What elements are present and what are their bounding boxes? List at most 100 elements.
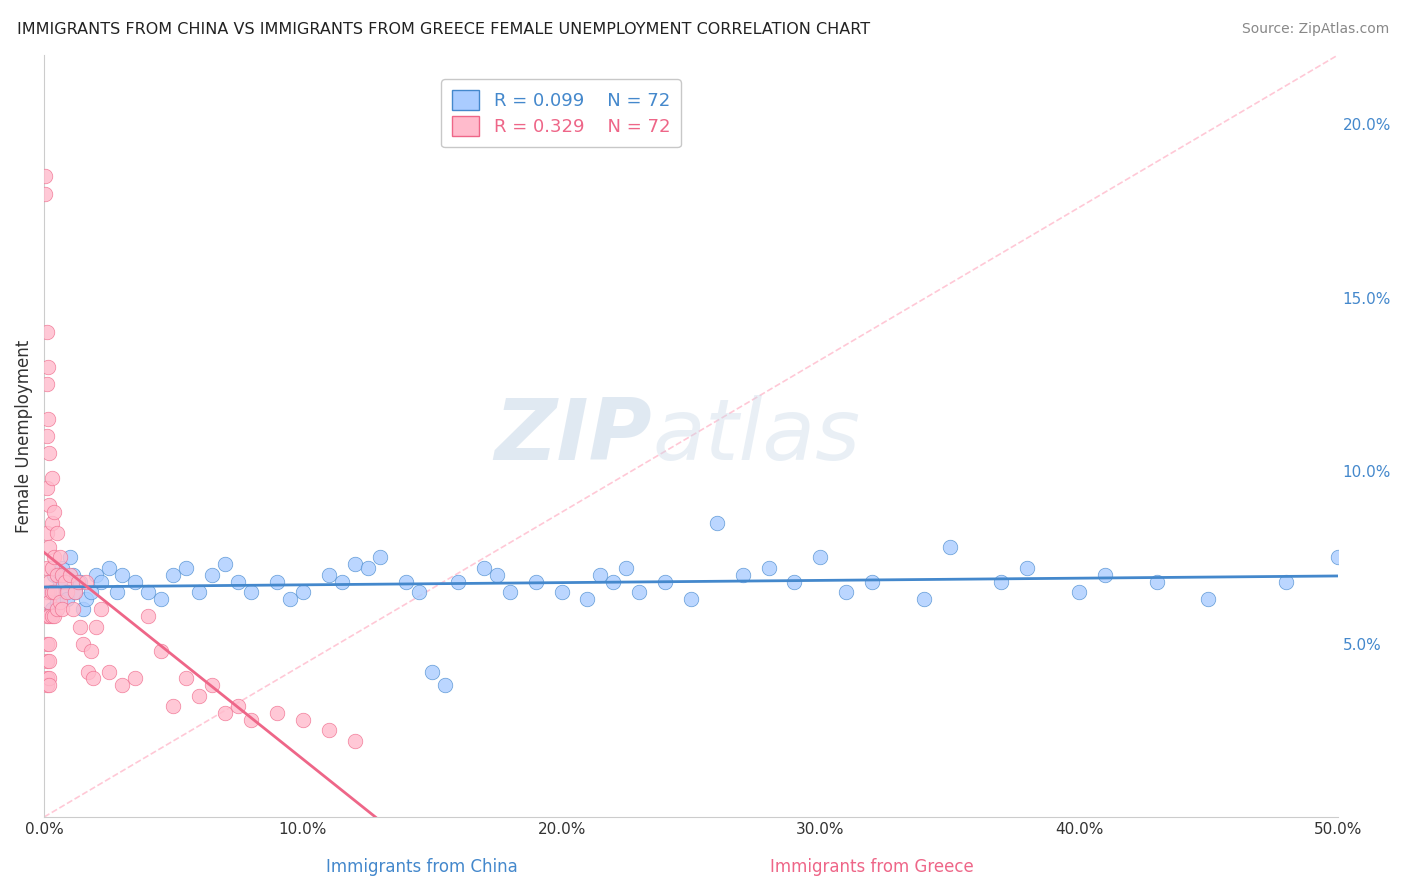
Point [63,585,86,599]
Point [149,591,172,606]
Point [420,665,443,679]
Text: Immigrants from Greece: Immigrants from Greece [770,858,973,876]
Point [46,595,69,609]
Point [589,567,612,582]
Point [343,558,366,572]
Point [46,526,69,541]
Point [614,560,637,574]
Point [38,585,60,599]
Point [62,602,84,616]
Y-axis label: Female Unemployment: Female Unemployment [15,340,32,533]
Point [1094,567,1116,582]
Point [35,585,58,599]
Point [550,585,572,599]
Point [278,591,301,606]
Point [75,574,97,589]
Point [69,619,91,633]
Text: atlas: atlas [652,394,860,477]
Point [408,585,430,599]
Point [524,574,547,589]
Point [35,325,58,339]
Text: ZIP: ZIP [495,394,652,477]
Point [38,672,60,686]
Point [1326,550,1348,565]
Point [41,609,63,624]
Point [59,567,82,582]
Point [77,665,100,679]
Point [434,678,457,692]
Point [69,574,91,589]
Point [97,560,120,574]
Point [576,591,599,606]
Point [79,585,101,599]
Point [34,169,56,184]
Point [124,672,146,686]
Point [41,470,63,484]
Point [51,560,73,574]
Point [602,574,624,589]
Point [330,574,353,589]
Point [1275,574,1298,589]
Point [51,602,73,616]
Point [72,637,94,651]
Point [318,723,340,738]
Point [447,574,470,589]
Point [990,574,1012,589]
Point [62,567,84,582]
Point [499,585,522,599]
Point [63,585,86,599]
Point [162,567,184,582]
Point [214,558,236,572]
Point [201,567,224,582]
Point [38,678,60,692]
Point [706,516,728,530]
Point [266,574,288,589]
Point [38,540,60,554]
Point [44,585,66,599]
Point [41,585,63,599]
Text: Source: ZipAtlas.com: Source: ZipAtlas.com [1241,22,1389,37]
Point [82,672,104,686]
Point [136,609,159,624]
Point [48,574,70,589]
Point [240,585,263,599]
Point [188,585,211,599]
Point [41,602,63,616]
Point [53,585,76,599]
Point [35,637,58,651]
Point [356,560,378,574]
Point [34,186,56,201]
Point [84,567,107,582]
Point [105,585,128,599]
Point [654,574,676,589]
Point [149,644,172,658]
Point [1146,574,1168,589]
Point [44,567,66,582]
Point [75,591,97,606]
Point [162,699,184,714]
Point [1017,560,1039,574]
Point [226,699,249,714]
Point [53,574,76,589]
Point [176,672,198,686]
Point [343,734,366,748]
Text: IMMIGRANTS FROM CHINA VS IMMIGRANTS FROM GREECE FEMALE UNEMPLOYMENT CORRELATION : IMMIGRANTS FROM CHINA VS IMMIGRANTS FROM… [17,22,870,37]
Point [912,591,935,606]
Point [84,619,107,633]
Point [35,526,58,541]
Text: Immigrants from China: Immigrants from China [326,858,517,876]
Point [679,591,702,606]
Point [240,713,263,727]
Point [44,550,66,565]
Point [48,595,70,609]
Point [35,654,58,668]
Point [35,609,58,624]
Point [111,678,134,692]
Point [808,550,831,565]
Point [860,574,883,589]
Point [56,585,79,599]
Point [370,550,392,565]
Point [90,602,112,616]
Point [35,672,58,686]
Point [628,585,651,599]
